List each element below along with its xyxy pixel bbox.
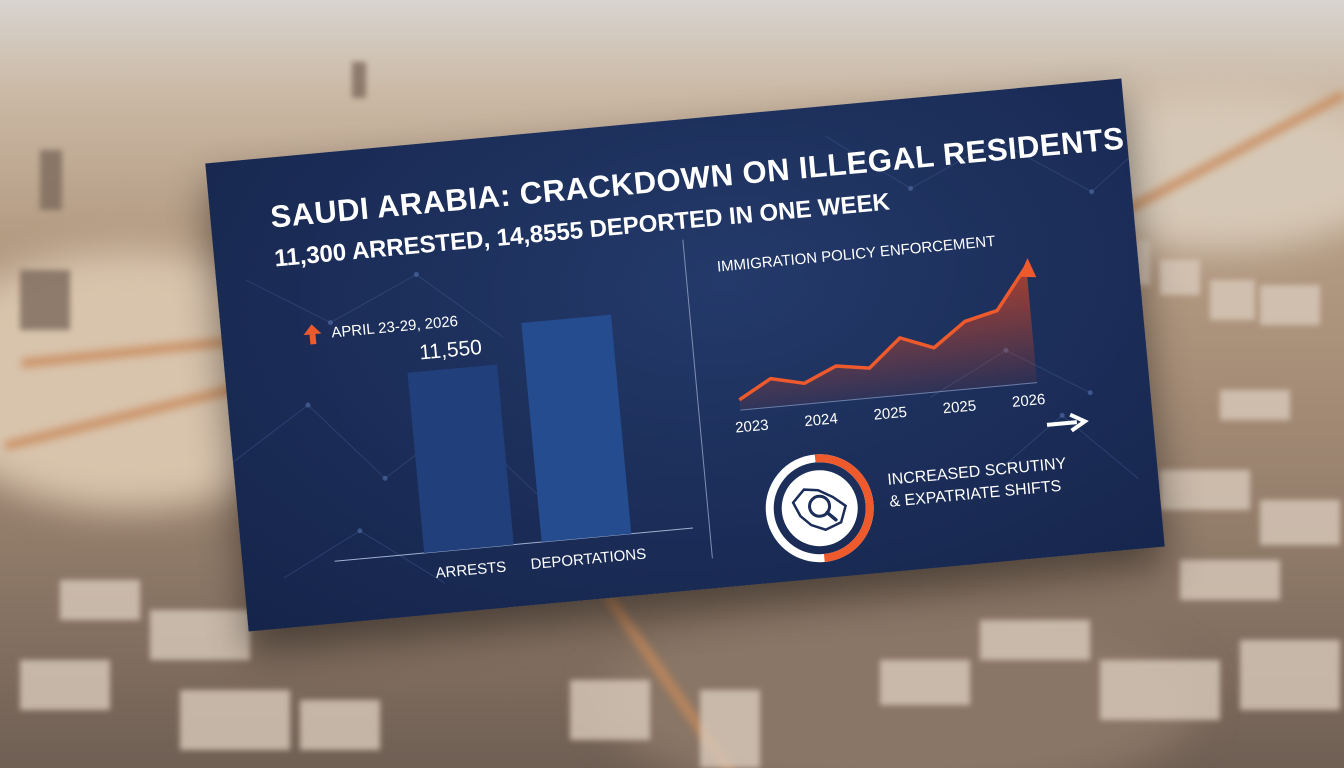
trend-arrowhead	[1019, 257, 1037, 278]
line-chart: 2023 2024 2025 2025 2026	[735, 257, 1046, 437]
bar-category-label: DEPORTATIONS	[530, 545, 647, 573]
bar-category-label: ARRESTS	[435, 558, 507, 581]
x-tick-label: 2025	[942, 397, 977, 417]
x-tick-label: 2023	[735, 417, 770, 437]
area-fill	[739, 266, 1038, 411]
x-tick-label: 2026	[1011, 391, 1046, 411]
bar-chart: 11,550ARRESTS14,550DEPORTATIONS	[334, 308, 694, 582]
infographic-card: SAUDI ARABIA: CRACKDOWN ON ILLEGAL RESID…	[205, 78, 1165, 632]
bar-deportations	[520, 308, 632, 543]
trend-line	[738, 265, 1028, 402]
bar-arrests	[407, 364, 514, 553]
x-tick-label: 2024	[804, 410, 839, 430]
bar-value-label: 11,550	[418, 336, 483, 365]
x-tick-label: 2025	[873, 404, 908, 424]
date-range: APRIL 23-29, 2026	[300, 309, 459, 347]
x-axis	[740, 382, 1038, 411]
arrow-up-icon	[303, 324, 322, 345]
map-magnifier-icon	[765, 454, 874, 563]
arrow-right-icon	[1046, 412, 1089, 433]
